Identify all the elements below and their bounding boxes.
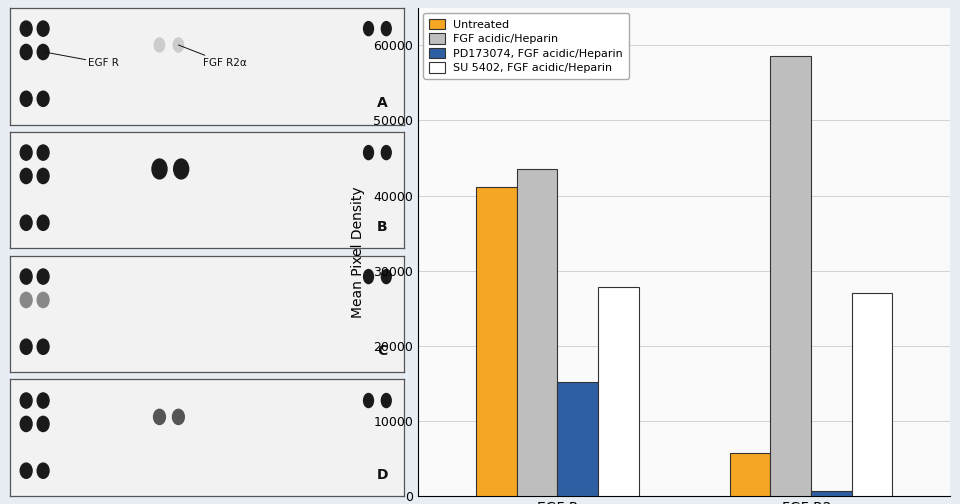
Bar	[558, 382, 598, 496]
Ellipse shape	[364, 394, 373, 408]
Ellipse shape	[20, 339, 32, 354]
Ellipse shape	[20, 215, 32, 230]
Bar	[811, 491, 852, 496]
Ellipse shape	[364, 270, 373, 284]
Ellipse shape	[20, 416, 32, 431]
Ellipse shape	[173, 409, 184, 424]
Ellipse shape	[20, 44, 32, 59]
Bar	[598, 287, 638, 496]
Ellipse shape	[381, 270, 392, 284]
Ellipse shape	[20, 168, 32, 183]
Ellipse shape	[37, 463, 49, 478]
Ellipse shape	[364, 146, 373, 160]
Text: FGF R2α: FGF R2α	[179, 45, 247, 68]
Ellipse shape	[20, 292, 32, 307]
Ellipse shape	[37, 145, 49, 160]
Ellipse shape	[37, 292, 49, 307]
Ellipse shape	[37, 91, 49, 106]
Ellipse shape	[20, 21, 32, 36]
Y-axis label: Mean Pixel Density: Mean Pixel Density	[350, 186, 365, 318]
Bar	[730, 453, 770, 496]
Text: A: A	[377, 96, 388, 110]
Ellipse shape	[154, 409, 165, 424]
Ellipse shape	[381, 22, 392, 36]
Bar	[852, 293, 892, 496]
Ellipse shape	[37, 44, 49, 59]
Ellipse shape	[37, 416, 49, 431]
Text: B: B	[377, 220, 388, 234]
Ellipse shape	[152, 159, 167, 179]
Ellipse shape	[364, 22, 373, 36]
Ellipse shape	[20, 145, 32, 160]
Bar	[476, 186, 516, 496]
Ellipse shape	[174, 38, 183, 52]
Bar	[516, 169, 558, 496]
Ellipse shape	[381, 394, 392, 408]
Ellipse shape	[155, 38, 164, 52]
Legend: Untreated, FGF acidic/Heparin, PD173074, FGF acidic/Heparin, SU 5402, FGF acidic: Untreated, FGF acidic/Heparin, PD173074,…	[423, 13, 629, 79]
Ellipse shape	[37, 168, 49, 183]
Ellipse shape	[20, 393, 32, 408]
Bar	[770, 56, 811, 496]
Text: EGF R: EGF R	[44, 52, 119, 68]
Text: D: D	[376, 468, 388, 482]
Ellipse shape	[174, 159, 189, 179]
Ellipse shape	[20, 463, 32, 478]
Ellipse shape	[20, 91, 32, 106]
Ellipse shape	[37, 215, 49, 230]
Text: C: C	[377, 344, 388, 358]
Ellipse shape	[37, 269, 49, 284]
Ellipse shape	[37, 339, 49, 354]
Ellipse shape	[20, 269, 32, 284]
Ellipse shape	[37, 21, 49, 36]
Ellipse shape	[37, 393, 49, 408]
Ellipse shape	[381, 146, 392, 160]
